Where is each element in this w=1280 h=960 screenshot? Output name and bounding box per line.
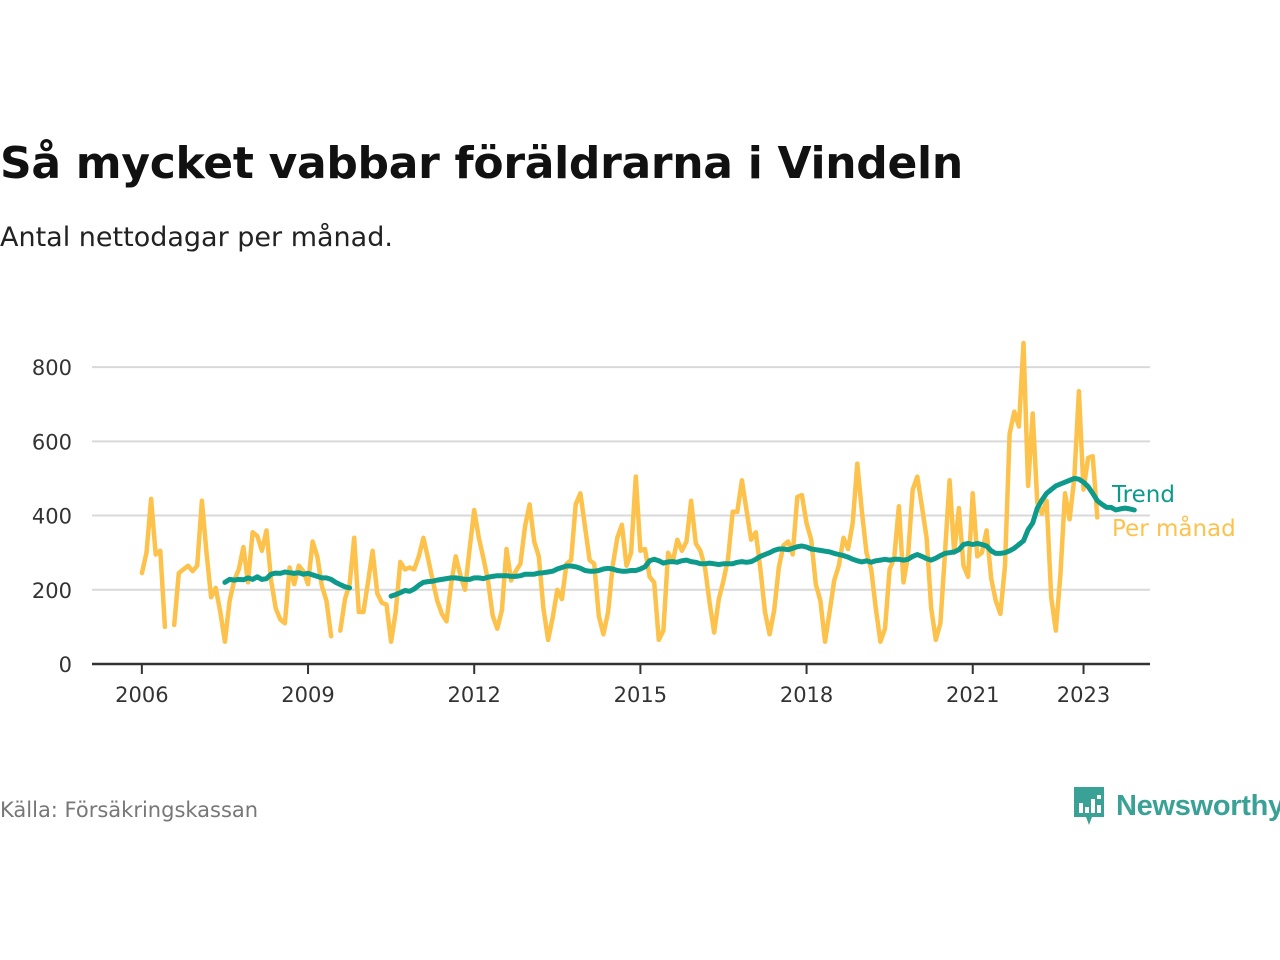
y-axis-ticks: 0 200 400 600 800	[32, 356, 72, 677]
x-tick-label-2018: 2018	[780, 683, 833, 707]
x-tick-label-2023: 2023	[1057, 683, 1110, 707]
y-tick-label-0: 0	[59, 653, 72, 677]
y-tick-label-800: 800	[32, 356, 72, 380]
series-label-per-manad: Per månad	[1112, 514, 1236, 542]
brand-name: Newsworthy	[1116, 789, 1280, 822]
series-line-trend	[222, 475, 1137, 599]
x-tick-label-2015: 2015	[614, 683, 667, 707]
source-note: Källa: Försäkringskassan	[0, 798, 259, 822]
x-axis-ticks: 2006 2009 2012 2015 2018 2021 2023	[115, 664, 1110, 707]
brand-logo: Newsworthy	[1072, 784, 1280, 828]
y-tick-label-400: 400	[32, 505, 72, 529]
x-tick-label-2012: 2012	[447, 683, 500, 707]
chart-subtitle: Antal nettodagar per månad.	[0, 222, 393, 253]
series-line-per-m-nad	[139, 340, 1100, 644]
x-tick-label-2006: 2006	[115, 683, 168, 707]
series-label-trend: Trend	[1111, 482, 1175, 508]
series-lines	[139, 340, 1137, 644]
newsworthy-logo-icon	[1074, 787, 1104, 825]
x-tick-label-2021: 2021	[946, 683, 999, 707]
x-tick-label-2009: 2009	[281, 683, 334, 707]
y-tick-label-600: 600	[32, 430, 72, 454]
y-tick-label-200: 200	[32, 579, 72, 603]
chart-title: Så mycket vabbar föräldrarna i Vindeln	[0, 138, 963, 189]
